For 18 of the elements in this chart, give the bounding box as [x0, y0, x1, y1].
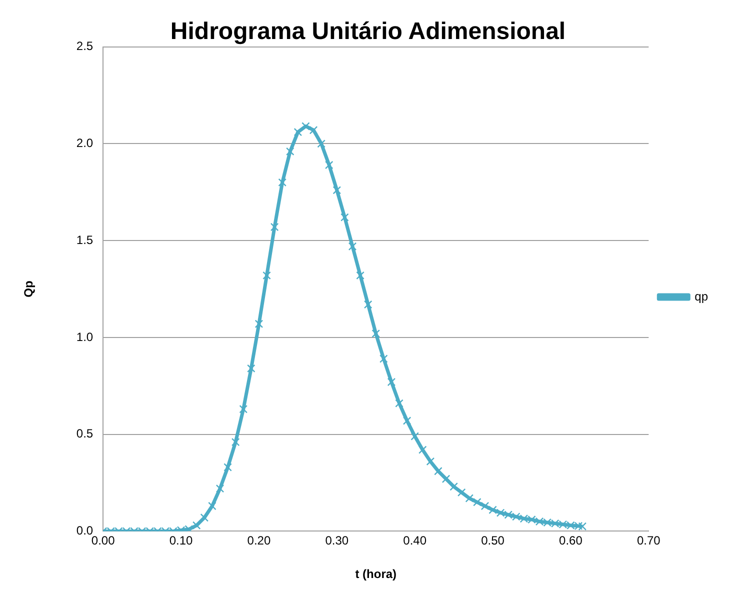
- y-tick-label: 1.5: [76, 232, 94, 247]
- y-tick-label: 0.5: [76, 426, 94, 441]
- x-tick-label: 0.50: [481, 534, 505, 548]
- chart-title: Hidrograma Unitário Adimensional: [170, 18, 566, 46]
- x-tick-label: 0.20: [247, 534, 271, 548]
- x-tick-label: 0.30: [325, 534, 349, 548]
- y-tick-label: 0.0: [76, 524, 94, 538]
- y-tick-label: 2.0: [76, 136, 94, 150]
- x-tick-label: 0.40: [403, 534, 427, 548]
- x-tick-label: 0.60: [559, 534, 583, 548]
- y-tick-label: 2.5: [76, 39, 94, 54]
- x-axis-title: t (hora): [355, 567, 397, 582]
- y-tick-label: 1.0: [76, 330, 94, 344]
- x-tick-label: 0.00: [91, 534, 116, 548]
- x-tick-label: 0.10: [169, 534, 194, 548]
- y-axis-title: Qp: [22, 280, 36, 298]
- legend-label: qp: [694, 289, 708, 304]
- x-tick-label: 0.70: [636, 534, 661, 548]
